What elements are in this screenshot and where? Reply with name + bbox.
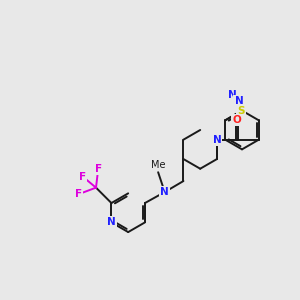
Text: N: N	[160, 187, 169, 197]
Text: O: O	[232, 115, 241, 125]
Text: F: F	[79, 172, 86, 182]
Text: N: N	[228, 90, 237, 100]
Text: N: N	[213, 135, 221, 145]
Text: N: N	[235, 96, 243, 106]
Text: F: F	[94, 164, 102, 174]
Text: S: S	[237, 106, 245, 116]
Text: N: N	[107, 218, 116, 227]
Text: Me: Me	[151, 160, 165, 170]
Text: F: F	[75, 189, 82, 199]
